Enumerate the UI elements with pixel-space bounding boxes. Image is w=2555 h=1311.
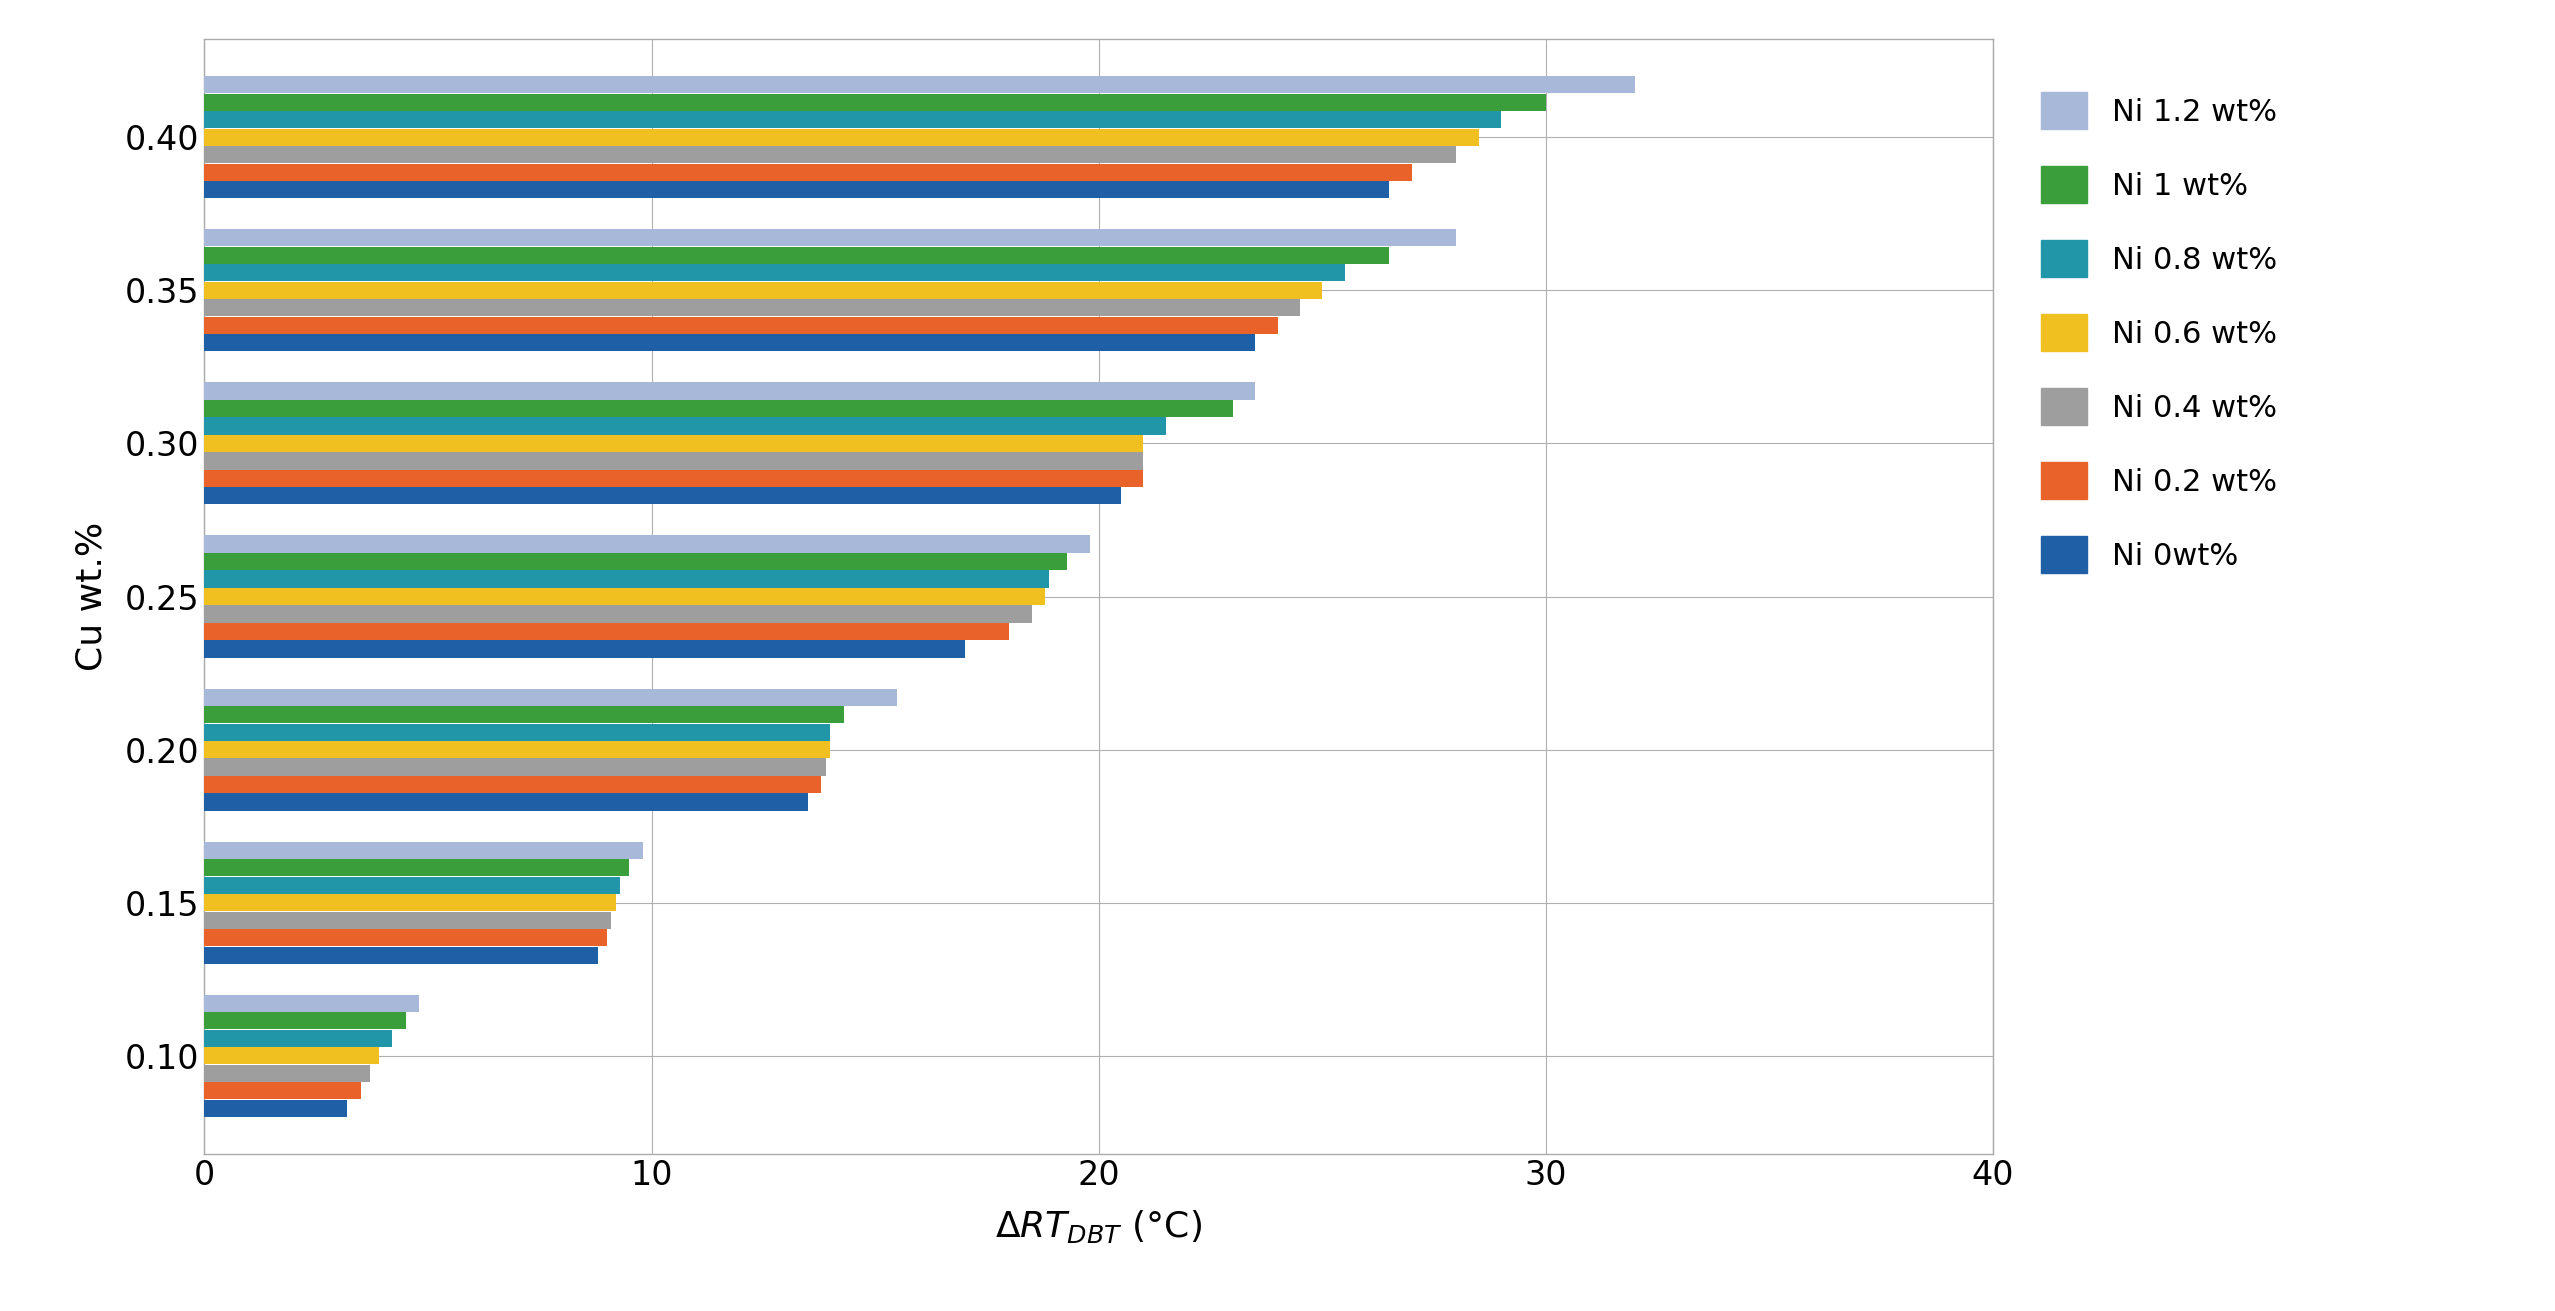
Bar (204, 793, 807, 810)
Bar (204, 859, 629, 876)
Bar (204, 128, 1479, 146)
Bar (204, 282, 1323, 299)
Bar (204, 1082, 360, 1100)
Bar (204, 246, 1390, 264)
Y-axis label: Cu wt.%: Cu wt.% (74, 522, 107, 671)
Bar (204, 299, 1300, 316)
Bar (204, 164, 1413, 181)
Bar (204, 229, 1456, 246)
Bar (204, 76, 1635, 93)
Bar (204, 334, 1255, 351)
Bar (204, 911, 611, 928)
Bar (204, 553, 1068, 570)
Bar (204, 587, 1045, 606)
Bar (204, 1100, 347, 1117)
Bar (204, 435, 1145, 452)
Bar (204, 724, 830, 741)
Bar (204, 147, 1456, 164)
Bar (204, 741, 830, 758)
Bar (204, 640, 966, 658)
Bar (204, 606, 1032, 623)
Bar (204, 417, 1165, 434)
Legend: Ni 1.2 wt%, Ni 1 wt%, Ni 0.8 wt%, Ni 0.6 wt%, Ni 0.4 wt%, Ni 0.2 wt%, Ni 0wt%: Ni 1.2 wt%, Ni 1 wt%, Ni 0.8 wt%, Ni 0.6… (2026, 77, 2292, 589)
Bar (204, 400, 1234, 417)
Bar (204, 317, 1278, 334)
Bar (204, 265, 1344, 282)
Bar (204, 759, 825, 776)
Bar (204, 623, 1009, 640)
Bar (204, 776, 823, 793)
Bar (204, 469, 1145, 486)
Bar (204, 181, 1390, 198)
Bar (204, 1047, 378, 1065)
Bar (204, 1012, 406, 1029)
X-axis label: $\Delta RT_{DBT}$ (°C): $\Delta RT_{DBT}$ (°C) (996, 1209, 1201, 1245)
Bar (204, 488, 1122, 505)
Bar (204, 929, 608, 947)
Bar (204, 535, 1091, 553)
Bar (204, 1029, 393, 1046)
Bar (204, 383, 1255, 400)
Bar (204, 93, 1546, 111)
Bar (204, 894, 616, 911)
Bar (204, 111, 1502, 128)
Bar (204, 842, 644, 859)
Bar (204, 947, 598, 964)
Bar (204, 452, 1145, 469)
Bar (204, 707, 843, 724)
Bar (204, 688, 897, 705)
Bar (204, 995, 419, 1012)
Bar (204, 1065, 370, 1082)
Bar (204, 570, 1050, 587)
Bar (204, 877, 621, 894)
